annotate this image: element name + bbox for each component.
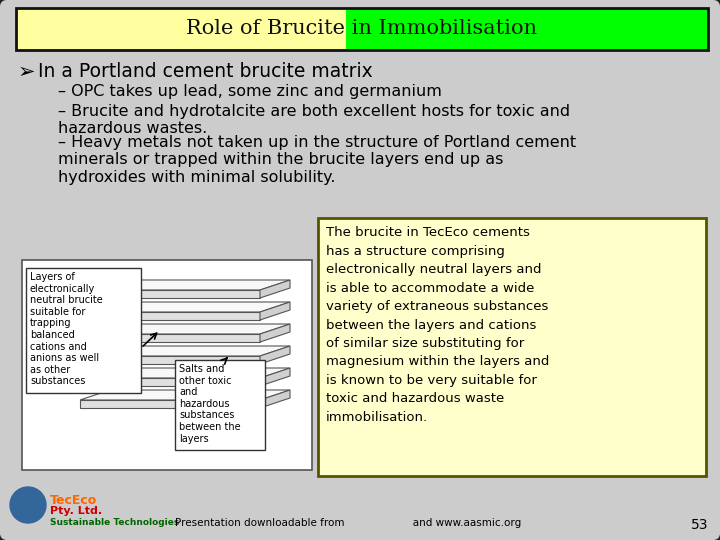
Circle shape: [10, 487, 46, 523]
Polygon shape: [260, 390, 290, 408]
Text: – Heavy metals not taken up in the structure of Portland cement
minerals or trap: – Heavy metals not taken up in the struc…: [58, 135, 576, 185]
Polygon shape: [260, 302, 290, 320]
Text: ➢: ➢: [18, 62, 35, 82]
Polygon shape: [260, 346, 290, 364]
Polygon shape: [80, 324, 290, 334]
Bar: [318, 218, 706, 476]
Polygon shape: [80, 390, 290, 400]
Bar: [16, 8, 708, 50]
Polygon shape: [80, 378, 260, 386]
Text: 53: 53: [691, 518, 708, 532]
Polygon shape: [80, 356, 260, 364]
Polygon shape: [80, 400, 260, 408]
Text: Salts and
other toxic
and
hazardous
substances
between the
layers: Salts and other toxic and hazardous subs…: [179, 364, 240, 443]
Text: Layers of
electronically
neutral brucite
suitable for
trapping
balanced
cations : Layers of electronically neutral brucite…: [30, 272, 103, 387]
Polygon shape: [260, 324, 290, 342]
Polygon shape: [260, 280, 290, 298]
Bar: [175, 360, 265, 450]
Polygon shape: [80, 346, 290, 356]
Bar: [16, 8, 346, 50]
Text: Sustainable Technologies: Sustainable Technologies: [50, 518, 179, 527]
Text: Pty. Ltd.: Pty. Ltd.: [50, 506, 102, 516]
Text: Role of Brucite in Immobilisation: Role of Brucite in Immobilisation: [186, 19, 538, 38]
Polygon shape: [80, 334, 260, 342]
Polygon shape: [80, 312, 260, 320]
Text: – OPC takes up lead, some zinc and germanium: – OPC takes up lead, some zinc and germa…: [58, 84, 442, 99]
Text: The brucite in TecEco cements
has a structure comprising
electronically neutral : The brucite in TecEco cements has a stru…: [326, 226, 549, 424]
Bar: [26, 268, 141, 393]
Text: In a Portland cement brucite matrix: In a Portland cement brucite matrix: [38, 62, 373, 81]
Polygon shape: [80, 290, 260, 298]
Polygon shape: [80, 302, 290, 312]
Bar: [346, 8, 708, 50]
Polygon shape: [260, 368, 290, 386]
Text: TecEco: TecEco: [50, 494, 97, 507]
Bar: [22, 260, 312, 470]
Polygon shape: [80, 368, 290, 378]
Polygon shape: [80, 280, 290, 290]
Text: – Brucite and hydrotalcite are both excellent hosts for toxic and
hazardous wast: – Brucite and hydrotalcite are both exce…: [58, 104, 570, 137]
Text: Presentation downloadable from                     and www.aasmic.org: Presentation downloadable from and www.a…: [175, 518, 521, 528]
